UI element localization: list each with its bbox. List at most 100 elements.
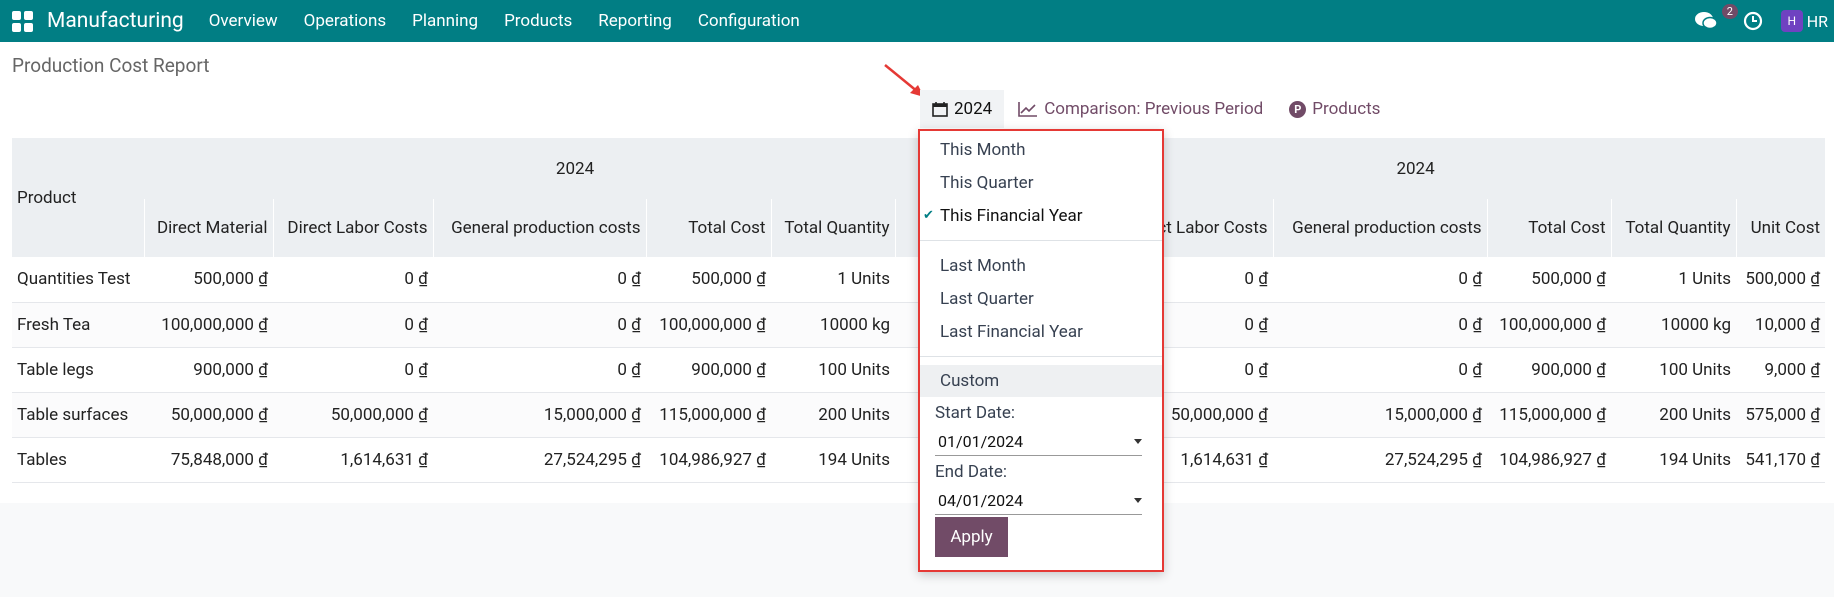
value-cell: 200 Units [771, 392, 895, 438]
filters: 2024 Comparison: Previous Period P Produ… [920, 90, 1380, 128]
value-cell: 0 ₫ [1273, 257, 1488, 303]
value-cell: 10000 kg [771, 302, 895, 348]
value-cell: 194 Units [1611, 437, 1737, 483]
value-cell: 0 ₫ [1273, 347, 1488, 393]
period-option[interactable]: ✔ This Financial Year [920, 199, 1162, 232]
start-date-label: Start Date: [935, 403, 1015, 423]
value-cell: 115,000,000 ₫ [646, 392, 771, 438]
start-date-value: 01/01/2024 [938, 431, 1024, 451]
check-mark: ✔ [923, 208, 934, 223]
value-cell: 0 ₫ [433, 257, 646, 303]
value-cell: 104,986,927 ₫ [1487, 437, 1612, 483]
column-header[interactable]: Direct Labor Costs [272, 199, 433, 257]
option-label: This Month [940, 139, 1026, 160]
content: Production Cost Report 2024 Comparison: … [0, 42, 1834, 503]
message-count: 2 [1721, 4, 1738, 19]
comparison-label: Comparison: Previous Period [1044, 99, 1264, 119]
divider [920, 240, 1162, 241]
value-cell: 900,000 ₫ [646, 347, 771, 393]
start-date-input[interactable]: 01/01/2024 [935, 427, 1142, 456]
value-cell: 75,848,000 ₫ [144, 437, 273, 483]
option-label: Last Financial Year [940, 321, 1083, 342]
period-label: 2024 [954, 99, 993, 119]
value-cell: 1 Units [1611, 257, 1737, 303]
period-option[interactable]: This Quarter [920, 166, 1162, 199]
value-cell: 500,000 ₫ [144, 257, 273, 303]
value-cell: 1 Units [771, 257, 895, 303]
app-name[interactable]: Manufacturing [47, 9, 184, 33]
product-cell[interactable]: Quantities Test [12, 257, 144, 303]
value-cell: 115,000,000 ₫ [1487, 392, 1612, 438]
column-header[interactable]: Total Quantity [1610, 199, 1737, 257]
caret [1134, 438, 1142, 444]
value-cell: 1,614,631 ₫ [273, 437, 433, 483]
menu-item[interactable]: Products [504, 11, 573, 31]
option-label: Last Quarter [940, 288, 1034, 309]
chart-icon [1018, 102, 1038, 117]
custom-option[interactable]: Custom [920, 365, 1162, 397]
column-header[interactable]: General production costs [432, 199, 646, 257]
value-cell: 900,000 ₫ [144, 347, 273, 393]
product-cell[interactable]: Table legs [12, 347, 144, 393]
value-cell: 104,986,927 ₫ [646, 437, 771, 483]
user-name[interactable]: HR [1806, 11, 1828, 31]
period-dropdown: This Month This Quarter ✔ This Financial Ye… [918, 129, 1164, 572]
value-cell: 50,000,000 ₫ [144, 392, 273, 438]
end-date-input[interactable]: 04/01/2024 [935, 486, 1142, 515]
value-cell: 194 Units [771, 437, 895, 483]
menu: Overview Operations Planning Products Report… [196, 11, 813, 31]
menu-item[interactable]: Operations [303, 11, 387, 31]
group-header: 2024 [144, 138, 1007, 199]
avatar[interactable]: H [1780, 10, 1803, 32]
value-cell: 500,000 ₫ [1736, 257, 1826, 303]
menu-item[interactable]: Overview [208, 11, 278, 31]
column-header[interactable]: Total Cost [645, 199, 771, 257]
comparison-filter[interactable]: Comparison: Previous Period [1018, 99, 1263, 119]
value-cell: 27,524,295 ₫ [1273, 437, 1488, 483]
column-header[interactable]: Total Cost [1486, 199, 1612, 257]
value-cell: 575,000 ₫ [1736, 392, 1826, 438]
period-option[interactable]: Last Month [920, 249, 1162, 282]
divider [920, 356, 1162, 357]
column-header[interactable]: Direct Material [143, 199, 273, 257]
period-option[interactable]: Last Quarter [920, 282, 1162, 315]
value-cell: 0 ₫ [1273, 302, 1488, 348]
menu-item[interactable]: Planning [412, 11, 479, 31]
value-cell: 9,000 ₫ [1736, 347, 1826, 393]
menu-item[interactable]: Configuration [697, 11, 800, 31]
product-cell[interactable]: Tables [12, 437, 144, 483]
column-header[interactable]: Total Quantity [770, 199, 895, 257]
period-filter[interactable]: 2024 [920, 90, 1005, 128]
value-cell: 0 ₫ [433, 302, 646, 348]
messages[interactable]: 2 [1694, 0, 1739, 42]
column-header[interactable]: Unit Cost [1735, 199, 1826, 257]
menu-item[interactable]: Reporting [598, 11, 672, 31]
value-cell: 10000 kg [1611, 302, 1737, 348]
value-cell: 200 Units [1611, 392, 1737, 438]
product-header: Product [12, 138, 144, 257]
navbar: Manufacturing Overview Operations Planning… [0, 0, 1834, 42]
value-cell: 500,000 ₫ [1487, 257, 1612, 303]
period-option[interactable]: This Month [920, 133, 1162, 166]
value-cell: 15,000,000 ₫ [433, 392, 646, 438]
end-date-value: 04/01/2024 [938, 490, 1024, 510]
value-cell: 0 ₫ [273, 347, 433, 393]
product-cell[interactable]: Table surfaces [12, 392, 144, 438]
value-cell: 15,000,000 ₫ [1273, 392, 1488, 438]
value-cell: 100,000,000 ₫ [1487, 302, 1612, 348]
clock-icon[interactable] [1743, 11, 1763, 31]
value-cell: 541,170 ₫ [1736, 437, 1826, 483]
chat-icon [1694, 12, 1717, 30]
period-option[interactable]: Last Financial Year [920, 315, 1162, 348]
product-cell[interactable]: Fresh Tea [12, 302, 144, 348]
products-badge: P [1289, 100, 1307, 118]
calendar-icon [932, 102, 948, 117]
column-header[interactable]: General production costs [1272, 199, 1488, 257]
apps-icon[interactable] [12, 10, 33, 32]
option-label: This Quarter [940, 172, 1034, 193]
apply-button[interactable]: Apply [935, 517, 1008, 557]
value-cell: 100,000,000 ₫ [646, 302, 771, 348]
value-cell: 0 ₫ [273, 302, 433, 348]
products-filter[interactable]: P Products [1289, 99, 1380, 119]
